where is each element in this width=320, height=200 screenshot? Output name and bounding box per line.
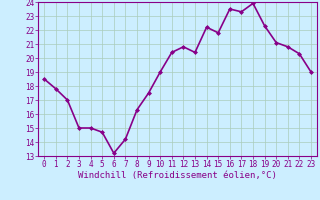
X-axis label: Windchill (Refroidissement éolien,°C): Windchill (Refroidissement éolien,°C): [78, 171, 277, 180]
